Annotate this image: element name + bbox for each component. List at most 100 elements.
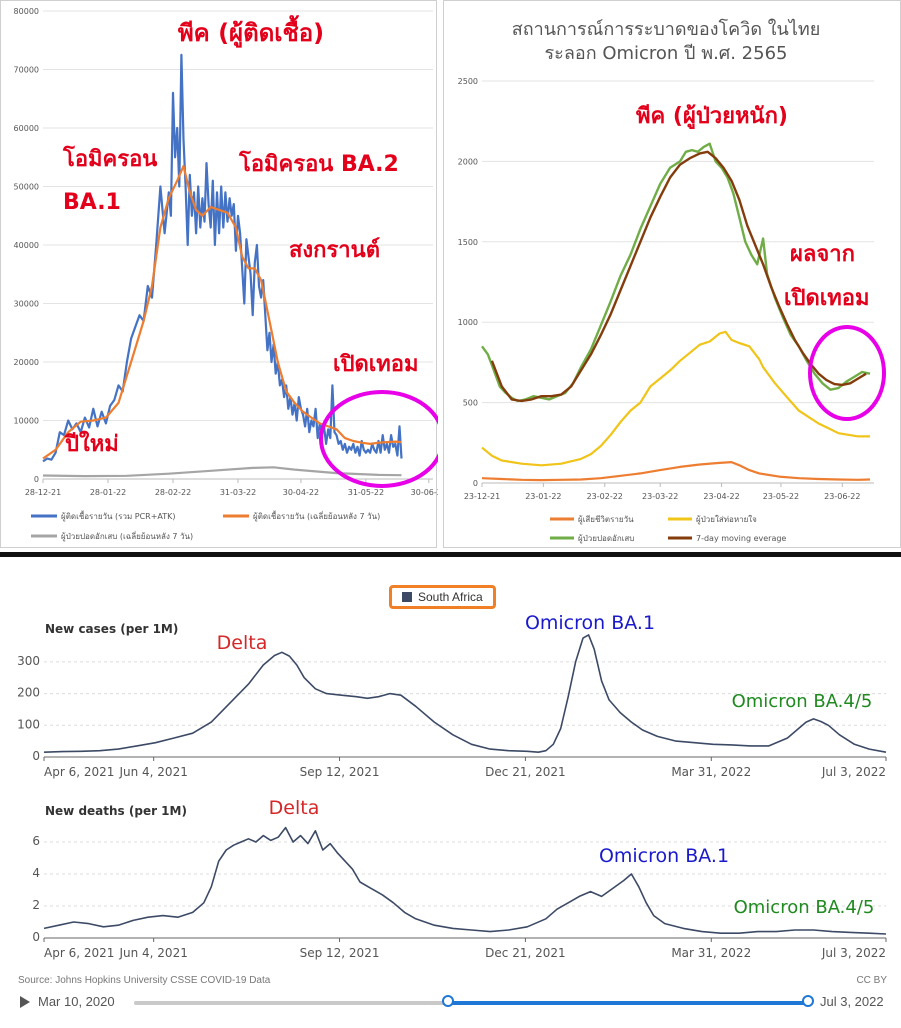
x-tick-label: Jul 3, 2022 (821, 765, 886, 779)
series-line-0 (42, 53, 403, 463)
series-line-0 (481, 461, 871, 482)
annotation-label: โอมิครอน (62, 145, 157, 172)
legend-label: ผู้ป่วยปอดอักเสบ (578, 534, 634, 544)
country-legend-button[interactable]: South Africa (389, 585, 496, 609)
timeline-end-handle[interactable] (802, 995, 814, 1007)
legend-label: 7-day moving everage (696, 534, 786, 543)
y-tick-label: 6 (32, 834, 40, 848)
annotation-label: Omicron BA.1 (599, 845, 729, 867)
thai-severe-chart-panel: สถานการณ์การระบาดของโควิด ในไทยระลอก Omi… (443, 0, 901, 548)
annotation-label: Delta (217, 632, 268, 654)
annotation-label: ปีใหม่ (64, 430, 119, 457)
country-color-swatch (402, 592, 412, 602)
legend-label: ผู้ติดเชื้อรายวัน (รวม PCR+ATK) (61, 510, 176, 522)
series-line-1 (481, 330, 870, 467)
thai-cases-chart: 0 10000 20000 30000 40000 50000 60000 70000 8000… (14, 7, 447, 542)
highlight-circle (808, 325, 886, 421)
y-tick-label: 60000 (14, 124, 39, 133)
y-tick-label: 40000 (14, 241, 39, 250)
annotation-label: เปิดเทอม (784, 286, 870, 311)
x-tick-label: Apr 6, 2021 (44, 765, 114, 779)
thai-cases-chart-panel: 0 10000 20000 30000 40000 50000 60000 70000 8000… (0, 0, 447, 548)
chart-subtitle: ระลอก Omicron ปี พ.ศ. 2565 (545, 43, 788, 64)
x-tick-label: Sep 12, 2021 (300, 946, 380, 960)
annotation-label: ผลจาก (790, 242, 855, 267)
annotation-label: Omicron BA.1 (525, 612, 655, 634)
x-tick-label: 23-02-22 (587, 492, 623, 501)
play-icon[interactable] (20, 996, 30, 1008)
south-africa-charts-panel: New cases (per 1M) 0 100 200 300 Apr 6, 2021 J… (0, 560, 901, 1024)
south-africa-charts: New cases (per 1M) 0 100 200 300 Apr 6, 2021 J… (17, 612, 887, 960)
timeline-start-label: Mar 10, 2020 (38, 994, 115, 1009)
series-line-0 (43, 634, 887, 753)
legend-label: ผู้ป่วยใส่ท่อหายใจ (696, 515, 757, 525)
legend-label: ผู้เสียชีวิตรายวัน (578, 515, 634, 525)
country-legend-label: South Africa (418, 590, 483, 604)
x-tick-label: 28-02-22 (155, 488, 191, 497)
x-tick-label: 23-12-21 (464, 492, 500, 501)
x-tick-label: Mar 31, 2022 (671, 946, 751, 960)
y-tick-label: 0 (473, 479, 478, 488)
x-tick-label: 23-05-22 (763, 492, 799, 501)
license-link[interactable]: CC BY (856, 975, 887, 986)
x-tick-label: Sep 12, 2021 (300, 765, 380, 779)
x-tick-label: Jul 3, 2022 (821, 946, 886, 960)
x-tick-label: 31-05-22 (348, 488, 384, 497)
x-tick-label: Mar 31, 2022 (671, 765, 751, 779)
annotation-label: พีค (ผู้ป่วยหนัก) (636, 104, 788, 130)
y-tick-label: 80000 (14, 7, 39, 16)
y-tick-label: 1500 (458, 238, 478, 247)
y-tick-label: 2000 (458, 157, 478, 166)
annotation-label: โอมิครอน BA.2 (238, 150, 399, 177)
y-tick-label: 200 (17, 686, 40, 700)
x-tick-label: 23-01-22 (525, 492, 561, 501)
source-note: Source: Johns Hopkins University CSSE CO… (18, 975, 271, 986)
annotation-label: Omicron BA.4/5 (734, 897, 875, 918)
x-tick-label: 30-06-22 (411, 488, 438, 497)
y-tick-label: 10000 (14, 417, 39, 426)
chart-title: New deaths (per 1M) (45, 804, 187, 818)
chart-title: New cases (per 1M) (45, 622, 178, 636)
x-tick-label: 28-01-22 (90, 488, 126, 497)
y-tick-label: 2 (32, 898, 40, 912)
timeline-end-label: Jul 3, 2022 (820, 994, 884, 1009)
y-tick-label: 500 (463, 399, 478, 408)
y-tick-label: 0 (32, 930, 40, 944)
timeline-selected-range (448, 1001, 808, 1005)
x-tick-label: Dec 21, 2021 (485, 946, 565, 960)
y-tick-label: 100 (17, 717, 40, 731)
y-tick-label: 70000 (14, 66, 39, 75)
y-tick-label: 0 (34, 475, 39, 484)
x-tick-label: 31-03-22 (220, 488, 256, 497)
timeline-slider[interactable]: Mar 10, 2020 Jul 3, 2022 (18, 994, 888, 1014)
x-tick-label: Jun 4, 2021 (118, 946, 187, 960)
legend-label: ผู้ติดเชื้อรายวัน (เฉลี่ยย้อนหลัง 7 วัน) (253, 510, 380, 522)
y-tick-label: 2500 (458, 77, 478, 86)
x-tick-label: Dec 21, 2021 (485, 765, 565, 779)
annotation-label: BA.1 (63, 190, 121, 215)
annotation-label: สงกรานต์ (289, 237, 380, 263)
y-tick-label: 30000 (14, 300, 39, 309)
timeline-start-handle[interactable] (442, 995, 455, 1007)
section-divider (0, 552, 901, 557)
x-tick-label: 28-12-21 (25, 488, 61, 497)
x-tick-label: 23-06-22 (824, 492, 860, 501)
y-tick-label: 20000 (14, 358, 39, 367)
annotation-label: Delta (269, 797, 320, 819)
y-tick-label: 50000 (14, 183, 39, 192)
x-tick-label: 23-04-22 (703, 492, 739, 501)
y-tick-label: 0 (32, 749, 40, 763)
annotation-label: พีค (ผู้ติดเชื้อ) (178, 14, 324, 48)
y-tick-label: 300 (17, 654, 40, 668)
chart-title: สถานการณ์การระบาดของโควิด ในไทย (512, 18, 821, 40)
annotation-label: Omicron BA.4/5 (732, 691, 873, 712)
annotation-label: เปิดเทอม (333, 352, 419, 377)
x-tick-label: Jun 4, 2021 (118, 765, 187, 779)
x-tick-label: 30-04-22 (283, 488, 319, 497)
x-tick-label: Apr 6, 2021 (44, 946, 114, 960)
legend-label: ผู้ป่วยปอดอักเสบ (เฉลี่ยย้อนหลัง 7 วัน) (61, 530, 193, 542)
series-line-0 (43, 826, 887, 935)
x-tick-label: 23-03-22 (642, 492, 678, 501)
series-line-1 (42, 164, 402, 460)
